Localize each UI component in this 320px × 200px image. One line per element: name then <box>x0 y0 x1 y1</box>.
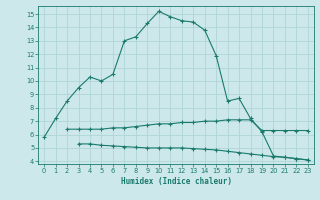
X-axis label: Humidex (Indice chaleur): Humidex (Indice chaleur) <box>121 177 231 186</box>
